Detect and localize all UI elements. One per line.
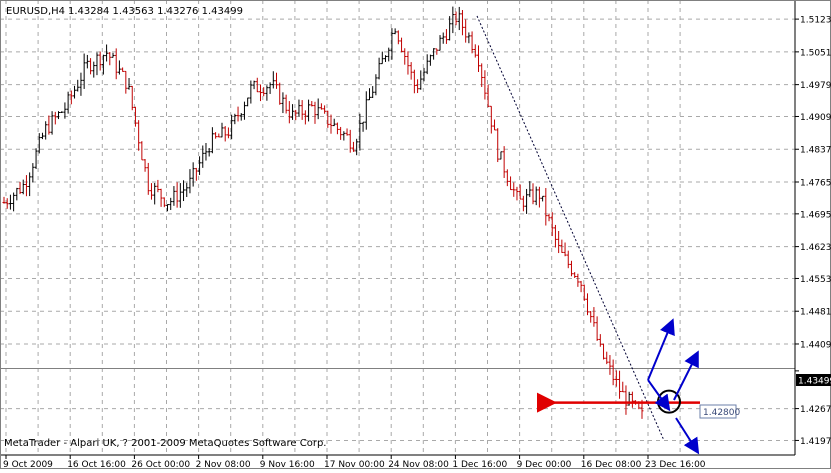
x-tick-label: 26 Oct 00:00 — [131, 460, 190, 469]
x-tick-label: 9 Nov 16:00 — [260, 460, 315, 469]
price-label-text: 1.42800 — [703, 408, 740, 418]
symbol-label: EURUSD,H4 — [6, 6, 65, 17]
y-tick-label: 1.49790 — [800, 81, 831, 91]
x-tick-label: 9 Oct 2009 — [3, 460, 53, 469]
y-tick-label: 1.46950 — [800, 210, 831, 220]
y-axis-ticks: 1.51230 1.50510 1.49790 1.49090 1.48370 1.476… — [795, 16, 831, 447]
candles — [2, 6, 644, 419]
blue-arrow-down[interactable] — [675, 417, 700, 455]
price-label-box[interactable]: 1.42800 — [699, 404, 740, 419]
y-tick-label: 1.50510 — [800, 48, 831, 58]
y-tick-label: 1.49090 — [800, 113, 831, 123]
blue-arrow-up-large[interactable] — [647, 318, 675, 381]
current-price-tag: 1.43499 — [796, 374, 831, 387]
x-tick-label: 1 Dec 16:00 — [452, 460, 507, 469]
trendline[interactable] — [476, 15, 665, 441]
x-tick-label: 2 Nov 08:00 — [196, 460, 251, 469]
ohlc-values: 1.43284 1.43563 1.43276 1.43499 — [68, 6, 243, 17]
y-tick-label: 1.48370 — [800, 146, 831, 156]
x-tick-label: 16 Oct 16:00 — [67, 460, 126, 469]
blue-arrow-into-circle[interactable] — [647, 379, 671, 412]
x-axis-ticks: 9 Oct 2009 16 Oct 16:00 26 Oct 00:00 2 Nov … — [3, 455, 706, 470]
x-tick-label: 17 Nov 00:00 — [324, 460, 385, 469]
price-label-box-bg — [699, 404, 737, 419]
x-tick-label: 23 Dec 16:00 — [645, 460, 706, 469]
y-tick-label: 1.47650 — [800, 179, 831, 189]
annotations — [476, 15, 700, 455]
y-tick-label: 1.44090 — [800, 340, 831, 350]
current-price-tag-bg — [796, 374, 831, 386]
y-tick-label: 1.41970 — [800, 437, 831, 447]
y-tick-label: 1.42670 — [800, 405, 831, 415]
current-price-tag-text: 1.43499 — [798, 377, 831, 387]
copyright-text: MetaTrader - Alpari UK, ? 2001-2009 Meta… — [4, 438, 326, 449]
y-tick-label: 1.44810 — [800, 308, 831, 318]
x-tick-label: 24 Nov 08:00 — [388, 460, 449, 469]
grid — [0, 0, 795, 455]
x-tick-label: 9 Dec 00:00 — [517, 460, 572, 469]
y-tick-label: 1.45530 — [800, 275, 831, 285]
x-tick-label: 16 Dec 08:00 — [581, 460, 642, 469]
y-tick-label: 1.46230 — [800, 243, 831, 253]
blue-arrow-up-small[interactable] — [673, 350, 699, 401]
y-tick-label: 1.51230 — [800, 16, 831, 26]
